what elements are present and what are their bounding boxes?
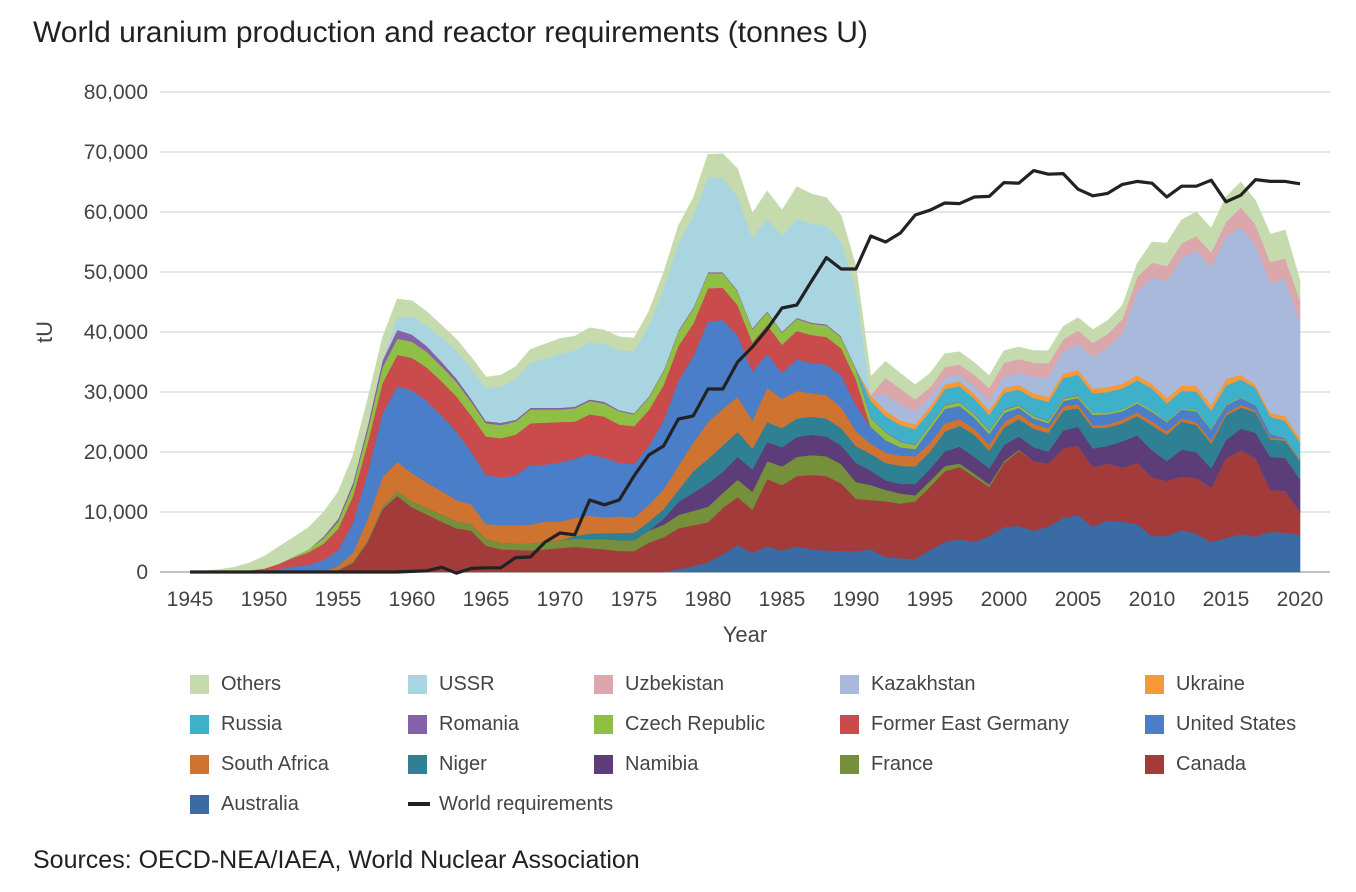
legend-label: France [871,752,934,775]
legend-swatch [594,714,613,734]
x-tick-label: 1985 [759,588,806,611]
legend-label: Romania [439,712,520,735]
legend-swatch [408,754,427,774]
x-tick-label: 2020 [1277,588,1324,611]
y-tick-label: 30,000 [84,381,148,404]
line-world-requirements [190,169,1301,575]
y-tick-label: 80,000 [84,81,148,104]
x-tick-label: 2010 [1129,588,1176,611]
legend-item-united-states: United States [1145,710,1296,738]
legend-item-france: France [840,750,933,778]
legend-label: South Africa [221,752,329,775]
legend-item-australia: Australia [190,790,299,818]
y-axis-ticks: 0 10,000 20,000 30,000 40,000 50,000 60,000 70,… [84,81,148,584]
legend-swatch [408,674,427,694]
world-requirements-series [190,169,1301,575]
legend-label: Russia [221,712,283,735]
y-tick-label: 70,000 [84,141,148,164]
x-tick-label: 1995 [907,588,954,611]
legend-label: Namibia [625,752,699,775]
y-axis-label: tU [32,321,57,343]
x-tick-label: 1960 [389,588,436,611]
legend-swatch [840,754,859,774]
legend-swatch [408,802,430,806]
x-tick-label: 1970 [537,588,584,611]
x-axis-ticks: 1945 1950 1955 1960 1965 1970 1975 1980 1985 1990… [167,588,1324,611]
legend-swatch [1145,714,1164,734]
legend-label: World requirements [439,792,614,815]
legend-item-canada: Canada [1145,750,1246,778]
legend-swatch [190,794,209,814]
legend-label: Uzbekistan [625,672,724,695]
y-tick-label: 10,000 [84,501,148,524]
legend-label: United States [1176,712,1297,735]
legend-label: Australia [221,792,299,815]
x-tick-label: 2000 [981,588,1028,611]
legend-swatch [594,754,613,774]
x-tick-label: 1955 [315,588,362,611]
legend-item-uzbekistan: Uzbekistan [594,670,724,698]
x-tick-label: 2005 [1055,588,1102,611]
legend-item-former-east-germany: Former East Germany [840,710,1069,738]
legend-label: Others [221,672,282,695]
legend-label: Canada [1176,752,1247,775]
legend-swatch [594,674,613,694]
legend-label: USSR [439,672,495,695]
x-tick-label: 1980 [685,588,732,611]
legend-swatch [1145,754,1164,774]
legend-item-world-requirements: World requirements [408,790,613,818]
legend-swatch [190,754,209,774]
legend-item-namibia: Namibia [594,750,698,778]
legend-item-russia: Russia [190,710,282,738]
y-tick-label: 0 [136,561,148,584]
legend-label: Ukraine [1176,672,1245,695]
legend-item-others: Others [190,670,281,698]
x-tick-label: 1965 [463,588,510,611]
legend-item-ussr: USSR [408,670,495,698]
x-tick-label: 1990 [833,588,880,611]
legend-item-romania: Romania [408,710,519,738]
y-tick-label: 60,000 [84,201,148,224]
legend-label: Kazakhstan [871,672,976,695]
area-series [189,153,1301,573]
legend-item-kazakhstan: Kazakhstan [840,670,976,698]
legend-item-niger: Niger [408,750,487,778]
x-tick-label: 1975 [611,588,658,611]
legend-swatch [190,674,209,694]
legend-label: Niger [439,752,487,775]
legend-item-ukraine: Ukraine [1145,670,1245,698]
source-note: Sources: OECD-NEA/IAEA, World Nuclear As… [33,846,640,874]
legend-swatch [840,714,859,734]
legend-swatch [1145,674,1164,694]
legend-item-czech-republic: Czech Republic [594,710,765,738]
legend-swatch [840,674,859,694]
x-tick-label: 1950 [241,588,288,611]
chart-title: World uranium production and reactor req… [33,16,868,49]
legend-swatch [190,714,209,734]
area-others [189,153,1301,573]
x-tick-label: 2015 [1203,588,1250,611]
x-tick-label: 1945 [167,588,214,611]
legend-label: Former East Germany [871,712,1069,735]
legend-label: Czech Republic [625,712,766,735]
legend-swatch [408,714,427,734]
x-axis-label: Year [723,622,767,647]
y-tick-label: 20,000 [84,441,148,464]
y-tick-label: 50,000 [84,261,148,284]
legend-item-south-africa: South Africa [190,750,329,778]
y-tick-label: 40,000 [84,321,148,344]
